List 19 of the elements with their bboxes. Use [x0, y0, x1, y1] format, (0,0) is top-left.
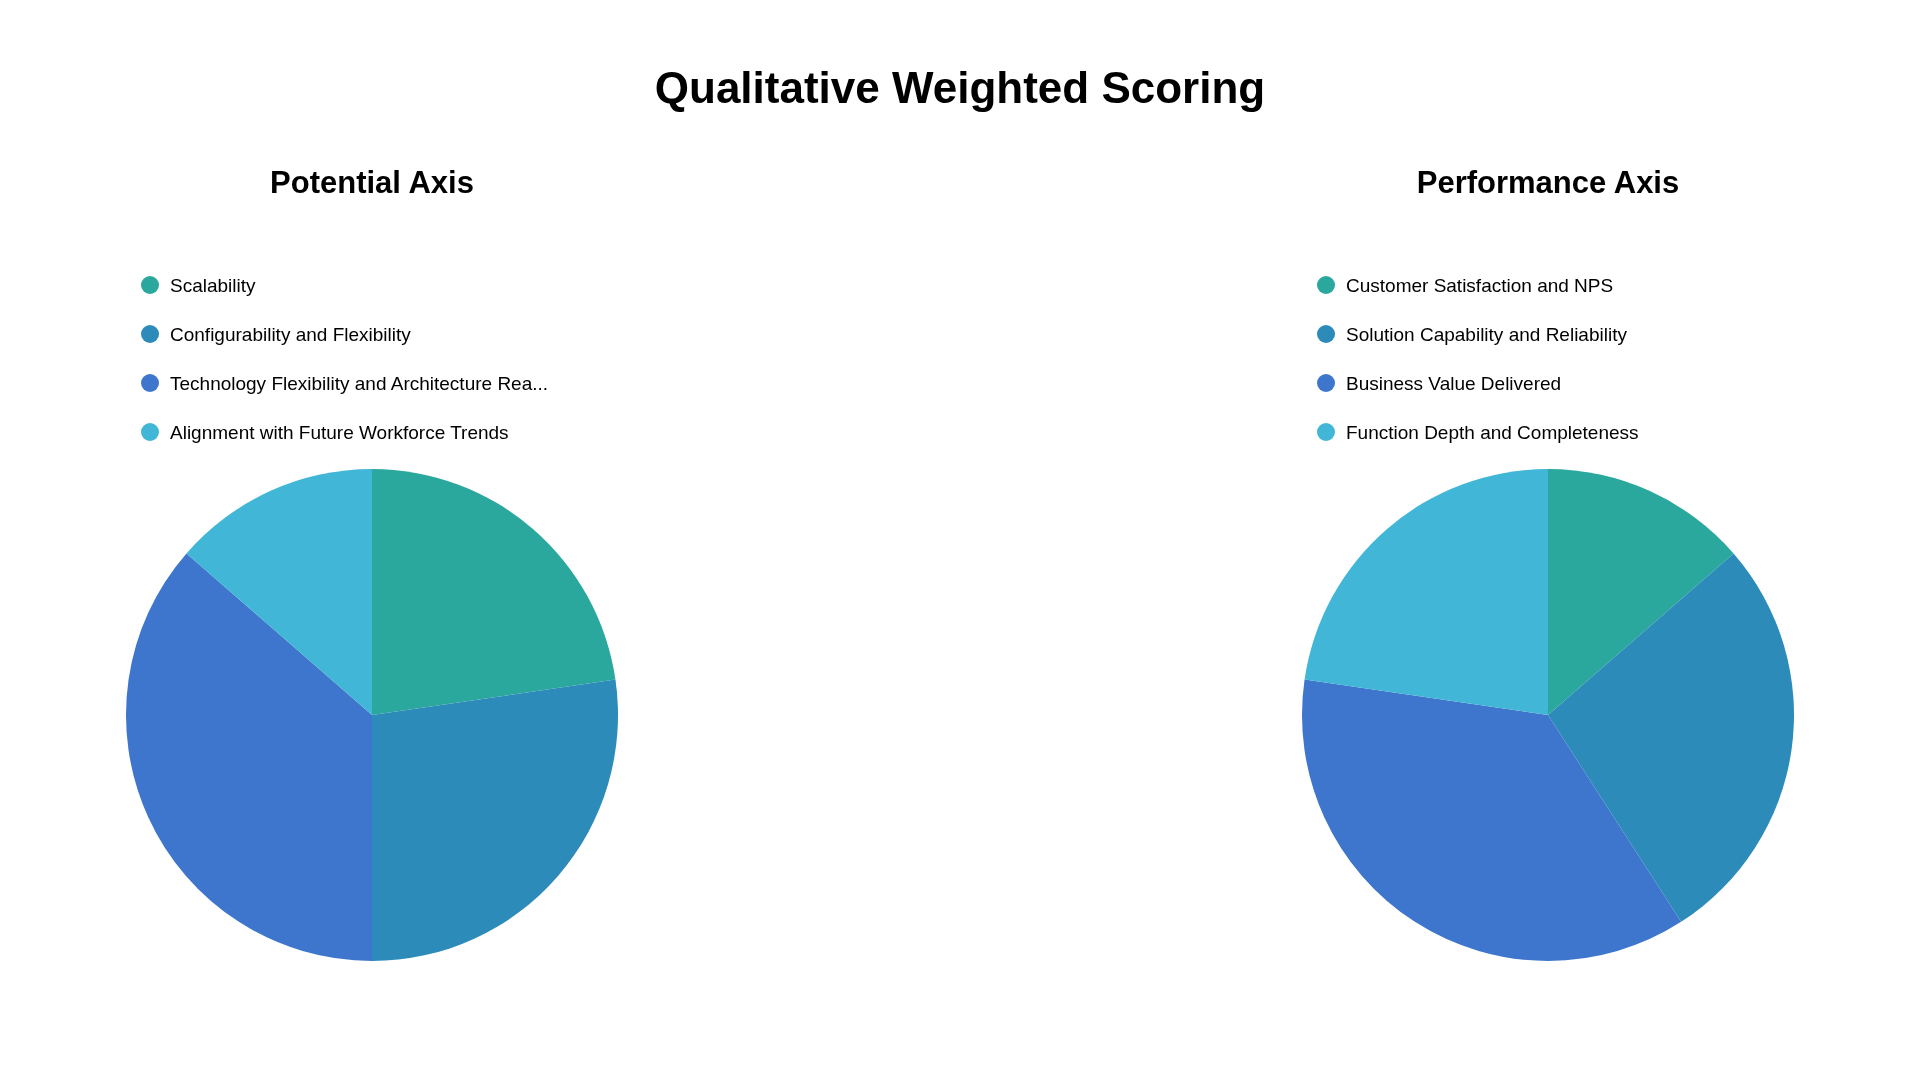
legend-label: Customer Satisfaction and NPS — [1346, 274, 1614, 296]
legend-label: Scalability — [170, 274, 257, 296]
pie-slice — [186, 469, 372, 715]
pie-slice — [1302, 679, 1682, 961]
legend-label: Solution Capability and Reliability — [1346, 323, 1628, 345]
legend-label: Alignment with Future Workforce Trends — [170, 421, 509, 443]
legend-label: Technology Flexibility and Architecture Rea... — [170, 372, 549, 394]
pie-slice — [1304, 469, 1548, 715]
legend-label: Business Value Delivered — [1346, 372, 1562, 394]
pie-slice — [372, 469, 616, 715]
chart-title: Potential Axis — [270, 165, 474, 200]
legend-label: Configurability and Flexibility — [170, 323, 412, 345]
pie-slice — [372, 679, 618, 961]
pie-slice — [126, 553, 372, 961]
pie-slice — [1548, 469, 1734, 715]
legend-label: Function Depth and Completeness — [1346, 421, 1639, 443]
chart-title: Performance Axis — [1416, 165, 1680, 200]
chart-subtitle: Qualitative Weighted Scoring — [654, 63, 1266, 112]
pie-slice — [1548, 553, 1794, 922]
